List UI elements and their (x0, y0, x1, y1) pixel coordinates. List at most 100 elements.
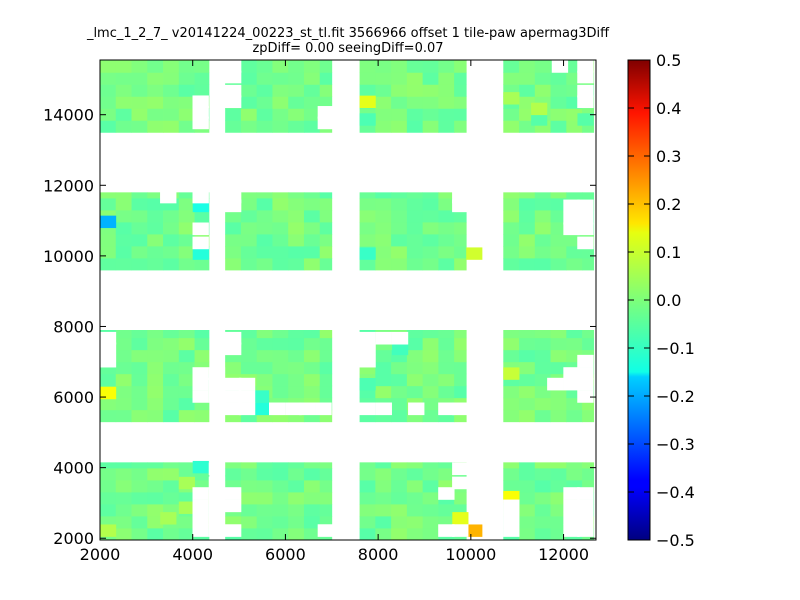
heatmap-cell (288, 361, 305, 375)
heatmap-cell (566, 462, 583, 469)
heatmap-cell (454, 373, 467, 387)
heatmap-cell (391, 516, 408, 529)
heatmap-cell (375, 504, 392, 517)
heatmap-cell (147, 258, 164, 271)
missing-cell (577, 367, 594, 380)
heatmap-cell (256, 462, 273, 469)
heatmap-cell (131, 258, 148, 271)
heatmap-cell (391, 492, 408, 505)
heatmap-cell (225, 258, 242, 271)
heatmap-cell (147, 72, 164, 85)
heatmap-cell (178, 192, 195, 199)
heatmap-cell (359, 247, 376, 260)
heatmap-cell (550, 468, 567, 481)
heatmap-cell (272, 84, 289, 97)
heatmap-cell (240, 462, 258, 469)
heatmap-cell (534, 210, 551, 223)
heatmap-cell (288, 84, 305, 97)
heatmap-cell (550, 210, 567, 223)
heatmap-cell (375, 468, 392, 481)
heatmap-cell (272, 385, 289, 399)
heatmap-cell (100, 480, 117, 493)
missing-cell (563, 222, 580, 236)
heatmap-cell (406, 462, 424, 469)
heatmap-cell (319, 385, 333, 399)
colorbar-ticks: 0.5 0.4 0.3 0.2 0.1 0.0 −0.1 −0.2 −0.3 −0.4 −0.5 (628, 51, 695, 550)
heatmap-cell (100, 215, 117, 229)
heatmap-cell (375, 462, 392, 469)
heatmap-cell (115, 96, 132, 109)
missing-cell (563, 377, 580, 391)
heatmap-cell (359, 480, 376, 493)
heatmap-cell (240, 468, 258, 481)
missing-cell (208, 390, 226, 403)
heatmap-cell (359, 258, 376, 271)
heatmap-cell (438, 361, 455, 375)
heatmap-cell (406, 337, 424, 351)
missing-cell (99, 331, 117, 345)
heatmap-cell (178, 210, 195, 223)
heatmap-cell (375, 385, 392, 399)
x-tick-label: 8000 (358, 545, 399, 564)
heatmap-cell (178, 462, 195, 469)
heatmap-cell (406, 492, 424, 505)
heatmap-cell (131, 72, 148, 85)
heatmap-cell (582, 330, 595, 339)
heatmap-cell (438, 468, 455, 481)
heatmap-cell (503, 330, 520, 339)
heatmap-cell (147, 120, 164, 133)
heatmap-cell (115, 258, 132, 271)
heatmap-cell (131, 361, 148, 375)
missing-cell (563, 367, 580, 380)
missing-cell (224, 487, 242, 500)
heatmap-cell (288, 504, 305, 517)
heatmap-cell (115, 120, 132, 133)
heatmap-cell (422, 337, 439, 351)
heatmap-cell (422, 468, 439, 481)
heatmap-cell (359, 468, 376, 481)
heatmap-cell (359, 72, 376, 85)
heatmap-cell (147, 60, 164, 73)
missing-cell (375, 331, 392, 345)
heatmap-cell (163, 409, 180, 423)
heatmap-cell (131, 480, 148, 493)
heatmap-cell (319, 462, 333, 469)
heatmap-cell (359, 462, 376, 469)
heatmap-cell (163, 234, 180, 247)
heatmap-cell (392, 342, 409, 356)
heatmap-cell (422, 198, 439, 211)
heatmap-cell (272, 60, 289, 73)
heatmap-cell (131, 60, 148, 73)
heatmap-cell (406, 361, 424, 375)
heatmap-cell (115, 373, 132, 387)
heatmap-cell (531, 113, 548, 126)
heatmap-cell (454, 361, 467, 375)
heatmap-cell (519, 468, 536, 481)
heatmap-cell (100, 108, 117, 121)
heatmap-cell (375, 492, 392, 505)
heatmap-cell (359, 192, 376, 199)
heatmap-cell (147, 373, 164, 387)
heatmap-cell (550, 349, 567, 363)
heatmap-cell (582, 337, 595, 351)
heatmap-cell (319, 84, 333, 97)
missing-cell (317, 106, 335, 119)
heatmap-cell (534, 84, 551, 97)
heatmap-cell (288, 330, 305, 339)
heatmap-cell (288, 480, 305, 493)
heatmap-cell (550, 397, 567, 411)
heatmap-cell (240, 492, 258, 505)
heatmap-cell (438, 246, 455, 259)
heatmap-cell (288, 222, 305, 235)
heatmap-cell (100, 409, 117, 423)
heatmap-cell (422, 409, 439, 423)
heatmap-cell (194, 72, 210, 85)
heatmap-cell (375, 72, 392, 85)
heatmap-cell (178, 84, 195, 97)
x-tick-label: 6000 (265, 545, 306, 564)
heatmap-cell (375, 373, 392, 387)
heatmap-cell (566, 258, 583, 271)
heatmap-cell (178, 349, 195, 363)
missing-cell (551, 60, 569, 73)
heatmap-cell (131, 192, 148, 199)
